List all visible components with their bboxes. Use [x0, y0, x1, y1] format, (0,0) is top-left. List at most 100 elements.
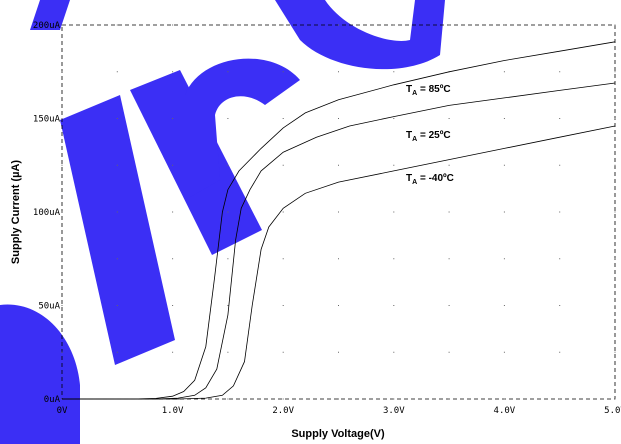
grid-dot — [116, 164, 118, 166]
grid-dot — [61, 351, 63, 353]
y-axis-title: Supply Current (µA) — [10, 160, 22, 264]
grid-dot — [227, 118, 229, 119]
grid-dot — [227, 351, 229, 353]
grid-dot — [116, 351, 118, 353]
grid-dot — [338, 164, 339, 166]
grid-dot — [393, 71, 395, 73]
series-label-25c: TA = 25ºC — [406, 130, 451, 143]
y-tick-label: 200uA — [33, 21, 61, 31]
grid-dot — [338, 305, 339, 306]
grid-dot — [338, 118, 339, 119]
series-lines — [62, 41, 616, 400]
grid-dot — [614, 164, 616, 166]
grid-dot — [227, 258, 229, 260]
grid-dot — [172, 118, 174, 119]
y-tick-label: 0uA — [44, 395, 61, 405]
grid-dot — [448, 351, 450, 353]
grid-dot — [559, 351, 561, 353]
grid-dot — [282, 211, 284, 213]
grid-dot — [559, 71, 561, 73]
grid-dot — [116, 71, 118, 73]
grid-dot — [116, 258, 118, 260]
grid-dot — [614, 398, 616, 400]
grid-dot — [559, 258, 561, 260]
grid-dot — [503, 258, 505, 260]
grid-dot — [116, 211, 118, 213]
grid-dot — [227, 24, 229, 26]
grid-dot — [503, 24, 505, 26]
grid-dot — [172, 71, 174, 73]
grid-dot — [282, 398, 284, 400]
grid-dot — [172, 351, 174, 353]
grid-dot — [559, 398, 561, 400]
grid-dot — [61, 71, 63, 73]
grid-dot — [448, 305, 450, 306]
grid-dot — [448, 118, 450, 119]
y-tick-label: 150uA — [33, 115, 61, 125]
grid-dot — [559, 305, 561, 306]
x-tick-label: 1.0V — [162, 406, 184, 416]
grid-dot — [172, 164, 174, 166]
grid-dot — [338, 24, 339, 26]
grid-dot — [116, 305, 118, 306]
grid-dot — [503, 118, 505, 119]
grid-dot — [503, 164, 505, 166]
grid-dot — [393, 24, 395, 26]
series-label-85c: TA = 85ºC — [406, 84, 451, 97]
x-tick-label: 4.0V — [494, 406, 516, 416]
grid-dot — [61, 164, 63, 166]
grid-dot — [503, 71, 505, 73]
grid-dot — [338, 211, 339, 213]
grid-dot — [227, 164, 229, 166]
grid-dot — [282, 24, 284, 26]
grid-dot — [338, 398, 339, 400]
grid-dot — [559, 118, 561, 119]
watermark — [0, 0, 445, 444]
grid-dot — [614, 351, 616, 353]
grid-dot — [282, 118, 284, 119]
grid-dot — [172, 258, 174, 260]
grid-dot — [559, 24, 561, 26]
x-tick-label: 2.0V — [272, 406, 294, 416]
grid-dot — [559, 164, 561, 166]
grid-dot — [503, 351, 505, 353]
grid-dot — [282, 258, 284, 260]
y-tick-label: 100uA — [33, 208, 61, 218]
grid-dot — [61, 305, 63, 306]
grid-dot — [61, 118, 63, 119]
grid-dot — [614, 71, 616, 73]
grid-dot — [614, 118, 616, 119]
x-tick-labels: 0V 1.0V 2.0V 3.0V 4.0V 5.0V — [57, 406, 621, 416]
grid-dot — [448, 398, 450, 400]
grid-dot — [338, 351, 339, 353]
series-line-2 — [62, 125, 616, 400]
grid-dot — [559, 211, 561, 213]
grid-dot — [614, 211, 616, 213]
x-axis-title: Supply Voltage(V) — [291, 428, 385, 440]
grid-dot — [448, 164, 450, 166]
grid-dot — [393, 164, 395, 166]
grid-dot — [172, 305, 174, 306]
grid-dot — [116, 24, 118, 26]
series-label-minus40c: TA = -40ºC — [406, 173, 454, 186]
grid-dot — [393, 351, 395, 353]
grid-dot — [448, 211, 450, 213]
grid-dot — [61, 24, 63, 26]
grid-dot — [503, 305, 505, 306]
grid-dot — [338, 71, 339, 73]
grid-dot — [393, 118, 395, 119]
grid-dot — [503, 398, 505, 400]
grid-dot — [282, 164, 284, 166]
x-tick-label: 0V — [57, 406, 68, 416]
grid-dot — [227, 305, 229, 306]
grid-dot — [282, 351, 284, 353]
y-tick-label: 50uA — [38, 302, 60, 312]
grid-dot — [393, 398, 395, 400]
grid-dot — [393, 258, 395, 260]
grid-dot — [448, 258, 450, 260]
grid-dot — [61, 211, 63, 213]
grid-dot — [227, 211, 229, 213]
grid-dot — [614, 258, 616, 260]
grid-dot — [503, 211, 505, 213]
grid-dot — [614, 24, 616, 26]
